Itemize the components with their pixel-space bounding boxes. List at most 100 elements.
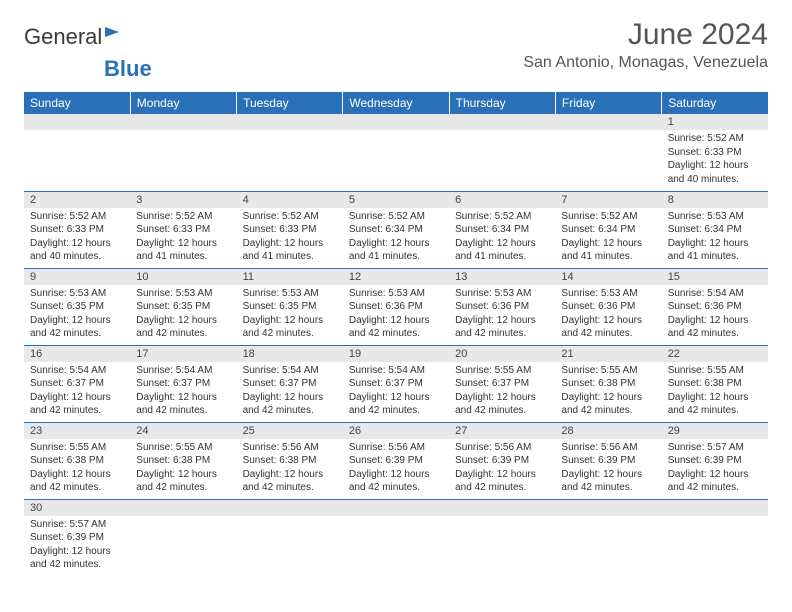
day-number-empty: [237, 114, 343, 130]
day-number-empty: [555, 114, 661, 130]
calendar-day-cell: 16Sunrise: 5:54 AMSunset: 6:37 PMDayligh…: [24, 345, 130, 422]
calendar-day-cell: [555, 499, 661, 576]
day-number: 24: [130, 423, 236, 439]
day-number: 6: [449, 192, 555, 208]
calendar-day-cell: [449, 499, 555, 576]
day-number: 12: [343, 269, 449, 285]
calendar-day-cell: 10Sunrise: 5:53 AMSunset: 6:35 PMDayligh…: [130, 268, 236, 345]
calendar-day-cell: 25Sunrise: 5:56 AMSunset: 6:38 PMDayligh…: [237, 422, 343, 499]
calendar-day-cell: 17Sunrise: 5:54 AMSunset: 6:37 PMDayligh…: [130, 345, 236, 422]
day-number: 11: [237, 269, 343, 285]
day-number-empty: [130, 114, 236, 130]
day-number-empty: [662, 500, 768, 516]
calendar-day-cell: 29Sunrise: 5:57 AMSunset: 6:39 PMDayligh…: [662, 422, 768, 499]
calendar-day-cell: [662, 499, 768, 576]
day-info: Sunrise: 5:55 AMSunset: 6:37 PMDaylight:…: [449, 362, 555, 422]
calendar-day-cell: 5Sunrise: 5:52 AMSunset: 6:34 PMDaylight…: [343, 191, 449, 268]
title-block: June 2024 San Antonio, Monagas, Venezuel…: [523, 18, 768, 72]
calendar-day-cell: 24Sunrise: 5:55 AMSunset: 6:38 PMDayligh…: [130, 422, 236, 499]
day-info: Sunrise: 5:55 AMSunset: 6:38 PMDaylight:…: [130, 439, 236, 499]
day-number: 7: [555, 192, 661, 208]
flag-icon: [104, 24, 126, 50]
day-header: Friday: [555, 92, 661, 114]
day-number: 19: [343, 346, 449, 362]
calendar-week-row: 1Sunrise: 5:52 AMSunset: 6:33 PMDaylight…: [24, 114, 768, 191]
calendar-day-cell: [237, 499, 343, 576]
day-info: Sunrise: 5:55 AMSunset: 6:38 PMDaylight:…: [662, 362, 768, 422]
day-info: Sunrise: 5:53 AMSunset: 6:36 PMDaylight:…: [449, 285, 555, 345]
day-info: Sunrise: 5:52 AMSunset: 6:34 PMDaylight:…: [449, 208, 555, 268]
day-number: 10: [130, 269, 236, 285]
day-number: 28: [555, 423, 661, 439]
day-number: 9: [24, 269, 130, 285]
day-number-empty: [343, 114, 449, 130]
calendar-day-cell: 4Sunrise: 5:52 AMSunset: 6:33 PMDaylight…: [237, 191, 343, 268]
calendar-day-cell: 23Sunrise: 5:55 AMSunset: 6:38 PMDayligh…: [24, 422, 130, 499]
day-header: Sunday: [24, 92, 130, 114]
calendar-day-cell: 1Sunrise: 5:52 AMSunset: 6:33 PMDaylight…: [662, 114, 768, 191]
day-number: 2: [24, 192, 130, 208]
day-info: Sunrise: 5:57 AMSunset: 6:39 PMDaylight:…: [24, 516, 130, 576]
calendar-week-row: 16Sunrise: 5:54 AMSunset: 6:37 PMDayligh…: [24, 345, 768, 422]
calendar-day-cell: 30Sunrise: 5:57 AMSunset: 6:39 PMDayligh…: [24, 499, 130, 576]
day-info: Sunrise: 5:53 AMSunset: 6:34 PMDaylight:…: [662, 208, 768, 268]
calendar-page: General June 2024 San Antonio, Monagas, …: [0, 0, 792, 576]
day-number: 15: [662, 269, 768, 285]
day-info: Sunrise: 5:53 AMSunset: 6:35 PMDaylight:…: [24, 285, 130, 345]
calendar-day-cell: 7Sunrise: 5:52 AMSunset: 6:34 PMDaylight…: [555, 191, 661, 268]
day-info: Sunrise: 5:54 AMSunset: 6:37 PMDaylight:…: [24, 362, 130, 422]
day-info: Sunrise: 5:54 AMSunset: 6:36 PMDaylight:…: [662, 285, 768, 345]
calendar-day-cell: [343, 114, 449, 191]
calendar-day-cell: 27Sunrise: 5:56 AMSunset: 6:39 PMDayligh…: [449, 422, 555, 499]
day-header: Tuesday: [237, 92, 343, 114]
day-number-empty: [555, 500, 661, 516]
day-number: 17: [130, 346, 236, 362]
calendar-day-cell: [24, 114, 130, 191]
day-header: Saturday: [662, 92, 768, 114]
day-header: Monday: [130, 92, 236, 114]
day-info: Sunrise: 5:57 AMSunset: 6:39 PMDaylight:…: [662, 439, 768, 499]
day-number: 22: [662, 346, 768, 362]
day-header: Wednesday: [343, 92, 449, 114]
day-info: Sunrise: 5:56 AMSunset: 6:38 PMDaylight:…: [237, 439, 343, 499]
day-info: Sunrise: 5:52 AMSunset: 6:33 PMDaylight:…: [237, 208, 343, 268]
day-number: 20: [449, 346, 555, 362]
calendar-week-row: 2Sunrise: 5:52 AMSunset: 6:33 PMDaylight…: [24, 191, 768, 268]
day-number: 26: [343, 423, 449, 439]
calendar-day-cell: 28Sunrise: 5:56 AMSunset: 6:39 PMDayligh…: [555, 422, 661, 499]
day-info: Sunrise: 5:54 AMSunset: 6:37 PMDaylight:…: [130, 362, 236, 422]
day-number: 30: [24, 500, 130, 516]
day-info: Sunrise: 5:55 AMSunset: 6:38 PMDaylight:…: [24, 439, 130, 499]
logo: General: [24, 24, 126, 50]
day-info: Sunrise: 5:52 AMSunset: 6:33 PMDaylight:…: [662, 130, 768, 190]
calendar-day-cell: [449, 114, 555, 191]
day-number: 27: [449, 423, 555, 439]
calendar-table: Sunday Monday Tuesday Wednesday Thursday…: [24, 92, 768, 576]
calendar-day-cell: 8Sunrise: 5:53 AMSunset: 6:34 PMDaylight…: [662, 191, 768, 268]
calendar-day-cell: 6Sunrise: 5:52 AMSunset: 6:34 PMDaylight…: [449, 191, 555, 268]
day-info: Sunrise: 5:52 AMSunset: 6:33 PMDaylight:…: [24, 208, 130, 268]
day-number: 5: [343, 192, 449, 208]
day-info: Sunrise: 5:53 AMSunset: 6:35 PMDaylight:…: [130, 285, 236, 345]
calendar-day-cell: 15Sunrise: 5:54 AMSunset: 6:36 PMDayligh…: [662, 268, 768, 345]
day-number-empty: [449, 500, 555, 516]
day-info: Sunrise: 5:53 AMSunset: 6:36 PMDaylight:…: [343, 285, 449, 345]
calendar-day-cell: 12Sunrise: 5:53 AMSunset: 6:36 PMDayligh…: [343, 268, 449, 345]
day-info: Sunrise: 5:52 AMSunset: 6:33 PMDaylight:…: [130, 208, 236, 268]
calendar-week-row: 30Sunrise: 5:57 AMSunset: 6:39 PMDayligh…: [24, 499, 768, 576]
calendar-day-cell: 19Sunrise: 5:54 AMSunset: 6:37 PMDayligh…: [343, 345, 449, 422]
day-number: 14: [555, 269, 661, 285]
calendar-day-cell: 14Sunrise: 5:53 AMSunset: 6:36 PMDayligh…: [555, 268, 661, 345]
day-number: 18: [237, 346, 343, 362]
day-number: 8: [662, 192, 768, 208]
calendar-day-cell: [130, 114, 236, 191]
day-number: 13: [449, 269, 555, 285]
day-number: 1: [662, 114, 768, 130]
day-info: Sunrise: 5:56 AMSunset: 6:39 PMDaylight:…: [343, 439, 449, 499]
day-number-empty: [343, 500, 449, 516]
calendar-week-row: 23Sunrise: 5:55 AMSunset: 6:38 PMDayligh…: [24, 422, 768, 499]
calendar-day-cell: 20Sunrise: 5:55 AMSunset: 6:37 PMDayligh…: [449, 345, 555, 422]
calendar-day-cell: 18Sunrise: 5:54 AMSunset: 6:37 PMDayligh…: [237, 345, 343, 422]
day-number: 25: [237, 423, 343, 439]
day-number-empty: [449, 114, 555, 130]
